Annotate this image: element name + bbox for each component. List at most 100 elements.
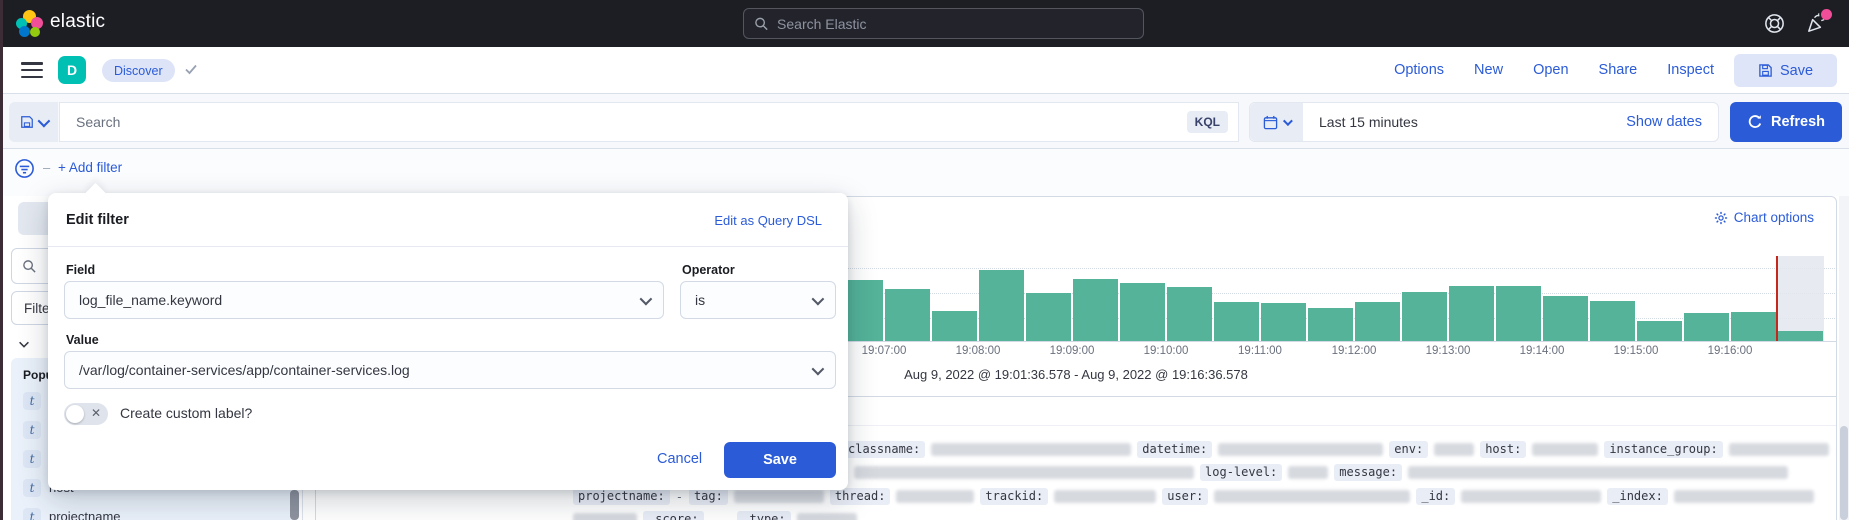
open-link[interactable]: Open xyxy=(1533,62,1569,78)
histogram-bar[interactable] xyxy=(1543,296,1588,341)
redacted-value xyxy=(896,490,975,503)
check-icon[interactable] xyxy=(183,61,199,77)
field-value-dash: - xyxy=(675,489,683,504)
redacted-value xyxy=(1728,443,1829,456)
histogram-bar[interactable] xyxy=(1355,302,1400,341)
page-scrollbar-track[interactable] xyxy=(1839,196,1849,520)
field-name-chip: trackid: xyxy=(980,488,1049,505)
redacted-value xyxy=(1434,443,1475,456)
global-search[interactable] xyxy=(743,8,1144,39)
histogram-bar[interactable] xyxy=(1449,286,1494,341)
kql-language-button[interactable]: KQL xyxy=(1186,111,1228,133)
chart-options-link[interactable]: Chart options xyxy=(1714,210,1814,225)
field-name-chip: env: xyxy=(1389,441,1429,458)
show-dates-link[interactable]: Show dates xyxy=(1626,114,1702,130)
doc-table-row-segment: projectname: - tag: thread: trackid: user: _id… xyxy=(573,488,1814,505)
filter-list-icon[interactable] xyxy=(14,158,35,179)
refresh-icon xyxy=(1748,115,1762,128)
sidebar-scrollbar[interactable] xyxy=(290,490,299,520)
histogram-bar[interactable] xyxy=(1073,279,1118,341)
field-name-chip: _type: xyxy=(737,511,791,520)
time-range-caption: Aug 9, 2022 @ 19:01:36.578 - Aug 9, 2022… xyxy=(904,367,1248,382)
x-axis-tick-label: 19:09:00 xyxy=(1049,345,1095,357)
redacted-value xyxy=(931,443,1132,456)
x-axis-tick-label: 19:08:00 xyxy=(955,345,1001,357)
inspect-link[interactable]: Inspect xyxy=(1667,62,1714,78)
dialog-save-button[interactable]: Save xyxy=(724,442,836,478)
field-select[interactable]: log_file_name.keyword xyxy=(64,281,664,319)
chart-options-label: Chart options xyxy=(1733,210,1814,225)
chevron-down-icon xyxy=(811,362,825,375)
value-label: Value xyxy=(66,333,99,347)
histogram-bar[interactable] xyxy=(1496,286,1541,341)
help-icon[interactable] xyxy=(1763,12,1787,36)
field-name-chip: log-level: xyxy=(1200,464,1283,481)
histogram-bar[interactable] xyxy=(1167,287,1212,341)
operator-select[interactable]: is xyxy=(680,281,836,319)
add-filter-link[interactable]: + Add filter xyxy=(58,160,123,175)
custom-label-toggle[interactable]: ✕ xyxy=(64,403,108,425)
histogram-bar[interactable] xyxy=(1261,303,1306,341)
save-button[interactable]: Save xyxy=(1734,54,1837,87)
histogram-bar[interactable] xyxy=(979,270,1024,341)
save-icon xyxy=(1759,64,1772,77)
search-icon xyxy=(23,259,36,273)
toolbar-row: D Discover Options New Open Share Inspec… xyxy=(3,47,1849,93)
global-search-input[interactable] xyxy=(777,15,1133,32)
dialog-separator xyxy=(48,246,848,247)
saved-query-menu-button[interactable] xyxy=(9,102,58,142)
text-field-type-icon: t xyxy=(23,391,41,410)
field-name-chip: _id: xyxy=(1416,488,1456,505)
field-name-chip: _score: xyxy=(643,511,704,520)
histogram-bar[interactable] xyxy=(1731,312,1776,341)
kql-query-input[interactable] xyxy=(76,114,1187,130)
breadcrumb[interactable]: Discover xyxy=(102,59,175,82)
save-button-label: Save xyxy=(1779,62,1814,79)
chevron-down-icon xyxy=(811,292,825,305)
redacted-value xyxy=(1461,490,1602,503)
redacted-value xyxy=(1673,490,1814,503)
histogram-bar[interactable] xyxy=(1637,321,1682,341)
field-name-chip: instance_group: xyxy=(1604,441,1723,458)
operator-select-value: is xyxy=(695,292,706,308)
sidebar-field-item[interactable]: t projectname xyxy=(23,502,283,520)
search-icon xyxy=(755,17,768,30)
new-link[interactable]: New xyxy=(1474,62,1504,78)
x-axis-tick-label: 19:11:00 xyxy=(1238,345,1282,357)
histogram-bar[interactable] xyxy=(1214,302,1259,341)
x-axis-tick-label: 19:16:00 xyxy=(1707,345,1753,357)
field-name-chip: tag: xyxy=(688,488,728,505)
histogram-bar[interactable] xyxy=(932,311,977,341)
field-name-chip: _index: xyxy=(1607,488,1668,505)
histogram-bar[interactable] xyxy=(1120,283,1165,341)
text-field-type-icon: t xyxy=(23,420,41,439)
histogram-bar[interactable] xyxy=(1778,331,1823,341)
histogram-bar[interactable] xyxy=(1590,301,1635,341)
value-combobox[interactable]: /var/log/container-services/app/containe… xyxy=(64,351,836,389)
page-scrollbar-thumb[interactable] xyxy=(1840,426,1848,520)
field-name-chip: host: xyxy=(1480,441,1527,458)
share-link[interactable]: Share xyxy=(1598,62,1638,78)
histogram-bar[interactable] xyxy=(1026,293,1071,341)
newsfeed-icon[interactable] xyxy=(1805,9,1832,36)
histogram-bar[interactable] xyxy=(1684,313,1729,341)
edit-as-query-dsl-link[interactable]: Edit as Query DSL xyxy=(714,213,822,228)
field-name-chip: thread: xyxy=(829,488,891,505)
time-range-value[interactable]: Last 15 minutes xyxy=(1319,114,1418,130)
operator-label: Operator xyxy=(682,263,735,277)
elastic-logo-icon[interactable] xyxy=(16,10,43,37)
field-name-chip: classname: xyxy=(843,441,926,458)
space-avatar[interactable]: D xyxy=(58,56,86,84)
chevron-down-icon[interactable] xyxy=(17,337,31,351)
menu-hamburger-icon[interactable] xyxy=(21,62,43,78)
gear-icon xyxy=(1714,211,1727,224)
options-link[interactable]: Options xyxy=(1394,62,1445,78)
calendar-icon xyxy=(1263,115,1278,129)
histogram-bar[interactable] xyxy=(1402,292,1447,341)
cancel-button[interactable]: Cancel xyxy=(657,451,703,467)
refresh-button[interactable]: Refresh xyxy=(1730,102,1842,142)
histogram-bar[interactable] xyxy=(1308,308,1353,341)
histogram-bar[interactable] xyxy=(885,289,930,341)
calendar-button[interactable] xyxy=(1250,103,1303,141)
redacted-value xyxy=(1054,490,1157,503)
